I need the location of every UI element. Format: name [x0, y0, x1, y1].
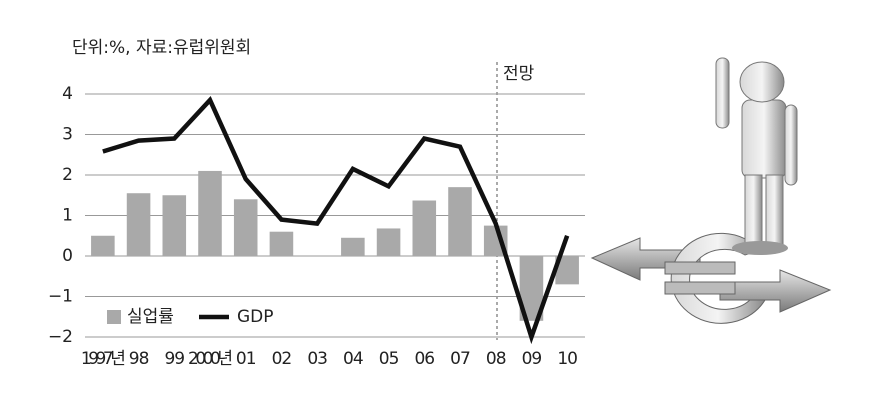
bar — [555, 256, 579, 285]
bar — [519, 256, 544, 321]
x-tick-label: 98 — [129, 349, 149, 369]
bar — [448, 187, 472, 256]
bar — [233, 199, 258, 256]
x-tick-label: 99 — [164, 349, 184, 369]
y-tick-label: −2 — [48, 327, 73, 347]
y-tick-label: −1 — [48, 287, 73, 307]
x-tick-label: 10 — [557, 349, 577, 369]
y-tick-label: 0 — [62, 246, 73, 266]
x-tick-label: 02 — [272, 349, 292, 369]
x-tick-label: 05 — [379, 349, 399, 369]
y-tick-label: 4 — [62, 84, 73, 104]
bar — [91, 235, 115, 256]
bar — [376, 228, 401, 256]
illustration — [590, 57, 832, 324]
x-tick-label: 09 — [522, 349, 542, 369]
y-tick-label: 1 — [62, 206, 73, 226]
legend-label: GDP — [237, 307, 274, 327]
legend-label: 실업률 — [127, 307, 174, 327]
bar — [412, 200, 437, 256]
line — [102, 96, 570, 345]
bar — [162, 195, 187, 256]
x-tick-label: 07 — [450, 349, 470, 369]
y-tick-label: 3 — [62, 125, 73, 145]
bar — [126, 193, 151, 256]
x-tick-label: 2000년 — [188, 349, 232, 369]
x-tick-label: 04 — [343, 349, 363, 369]
legend-swatch — [107, 310, 121, 324]
bar — [341, 237, 365, 256]
x-tick-label: 1997년 — [81, 349, 125, 369]
x-tick-label: 06 — [414, 349, 434, 369]
x-tick-label: 01 — [236, 349, 256, 369]
unit-note: 단위:%, 자료:유럽위원회 — [72, 38, 251, 58]
forecast-label: 전망 — [503, 64, 535, 84]
bar — [198, 170, 222, 256]
x-tick-label: 08 — [486, 349, 506, 369]
y-tick-label: 2 — [62, 165, 73, 185]
bar — [269, 231, 294, 256]
x-tick-label: 03 — [307, 349, 327, 369]
